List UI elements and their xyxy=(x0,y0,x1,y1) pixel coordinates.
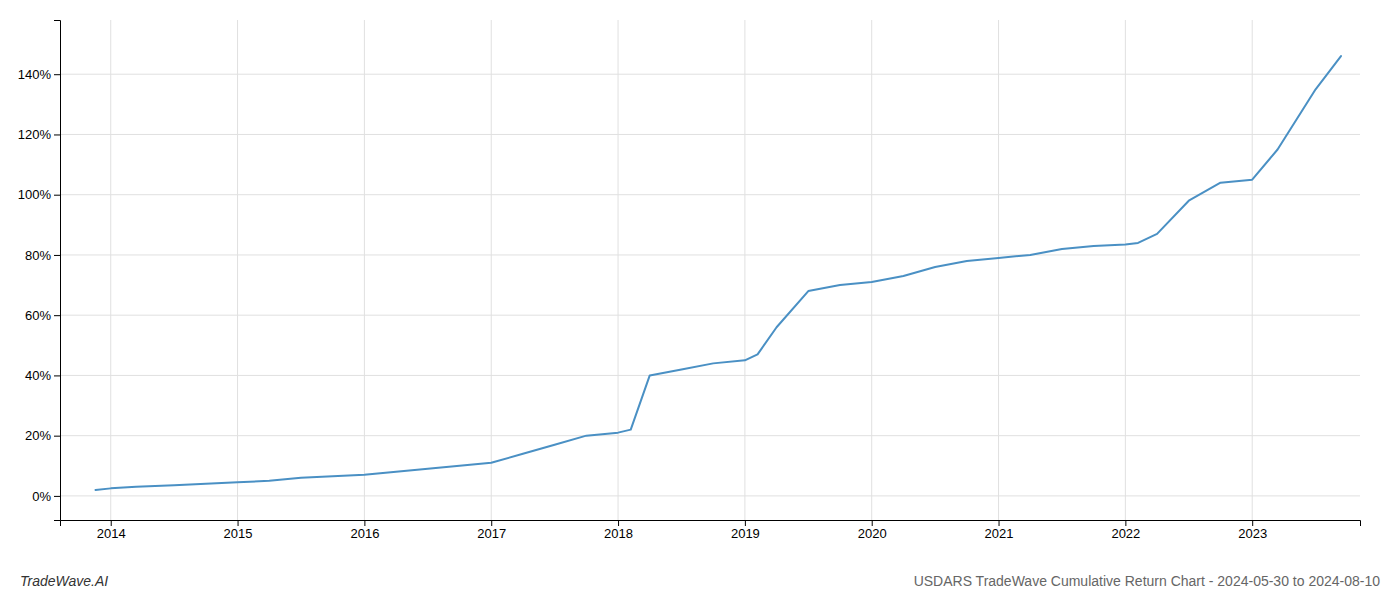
grid xyxy=(60,20,1360,520)
tick-mark xyxy=(364,520,365,526)
grid-line xyxy=(60,134,1360,135)
grid-line xyxy=(998,20,999,520)
tick-label: 20% xyxy=(25,428,51,443)
tick-label: 2017 xyxy=(477,526,506,541)
tick: 0% xyxy=(32,489,60,504)
tick: 2017 xyxy=(477,520,506,541)
tick: 2022 xyxy=(1111,520,1140,541)
tick-mark xyxy=(618,520,619,526)
tick-mark xyxy=(872,520,873,526)
tick-mark xyxy=(491,520,492,526)
grid-line xyxy=(60,375,1360,376)
grid-line xyxy=(1252,20,1253,520)
tick-label: 2023 xyxy=(1238,526,1267,541)
tick-label: 2022 xyxy=(1111,526,1140,541)
marks xyxy=(96,56,1341,490)
axis-line xyxy=(54,21,61,521)
tick-label: 40% xyxy=(25,368,51,383)
tick-mark xyxy=(54,375,60,376)
grid-line xyxy=(1125,20,1126,520)
tick-label: 120% xyxy=(18,127,52,142)
tick-label: 2021 xyxy=(985,526,1014,541)
title: USDARS TradeWave Cumulative Return Chart… xyxy=(914,573,1381,589)
tick: 2014 xyxy=(97,520,126,541)
x-axis: 2014 2015 2016 2017 2018 2019 2020 2021 2022 2023 xyxy=(61,520,1361,541)
chart: 2014 2015 2016 2017 2018 2019 2020 2021 2022 2023… xyxy=(0,0,1400,600)
tick-label: 2018 xyxy=(604,526,633,541)
tick-mark xyxy=(54,134,60,135)
y-axis: 0% 20% 40% 60% 80% 100% 120% 140% xyxy=(18,21,61,521)
tick: 2020 xyxy=(858,520,887,541)
grid-line xyxy=(237,20,238,520)
grid-line xyxy=(60,74,1360,75)
tick: 100% xyxy=(18,187,60,202)
tick: 2016 xyxy=(350,520,379,541)
grid-line xyxy=(60,254,1360,255)
tick-mark xyxy=(54,436,60,437)
tick-mark xyxy=(238,520,239,526)
line xyxy=(96,56,1341,490)
tick: 2015 xyxy=(224,520,253,541)
tick-mark xyxy=(54,315,60,316)
grid-line xyxy=(364,20,365,520)
plot: 2014 2015 2016 2017 2018 2019 2020 2021 2022 2023… xyxy=(18,20,1361,541)
tick-mark xyxy=(1252,520,1253,526)
tick-mark xyxy=(999,520,1000,526)
grid-line xyxy=(110,20,111,520)
tick-mark xyxy=(54,255,60,256)
grid-line xyxy=(60,435,1360,436)
tick-label: 0% xyxy=(32,489,51,504)
tick-label: 100% xyxy=(18,187,52,202)
tick-label: 2015 xyxy=(224,526,253,541)
tick: 2023 xyxy=(1238,520,1267,541)
tick: 80% xyxy=(25,248,60,263)
tick-mark xyxy=(111,520,112,526)
grid-line xyxy=(60,194,1360,195)
tick-label: 2016 xyxy=(350,526,379,541)
tick: 40% xyxy=(25,368,60,383)
tick: 2021 xyxy=(985,520,1014,541)
tick-label: 2020 xyxy=(858,526,887,541)
tick: 2018 xyxy=(604,520,633,541)
grid-line xyxy=(491,20,492,520)
tick-label: 140% xyxy=(18,67,52,82)
tick-label: 2019 xyxy=(731,526,760,541)
grid-line xyxy=(618,20,619,520)
grid-line xyxy=(60,315,1360,316)
tick-label: 80% xyxy=(25,248,51,263)
tick: 140% xyxy=(18,67,60,82)
tick-label: 2014 xyxy=(97,526,126,541)
tick-mark xyxy=(54,496,60,497)
axis-line xyxy=(61,521,1361,527)
grid-line xyxy=(744,20,745,520)
grid-line xyxy=(871,20,872,520)
tick-label: 60% xyxy=(25,308,51,323)
tick: 120% xyxy=(18,127,60,142)
tick: 2019 xyxy=(731,520,760,541)
tick-mark xyxy=(54,195,60,196)
tick: 20% xyxy=(25,428,60,443)
tick-mark xyxy=(745,520,746,526)
tick-mark xyxy=(54,74,60,75)
tick: 60% xyxy=(25,308,60,323)
tick-mark xyxy=(1125,520,1126,526)
grid-line xyxy=(60,495,1360,496)
footer-text: TradeWave.AI xyxy=(20,573,108,589)
